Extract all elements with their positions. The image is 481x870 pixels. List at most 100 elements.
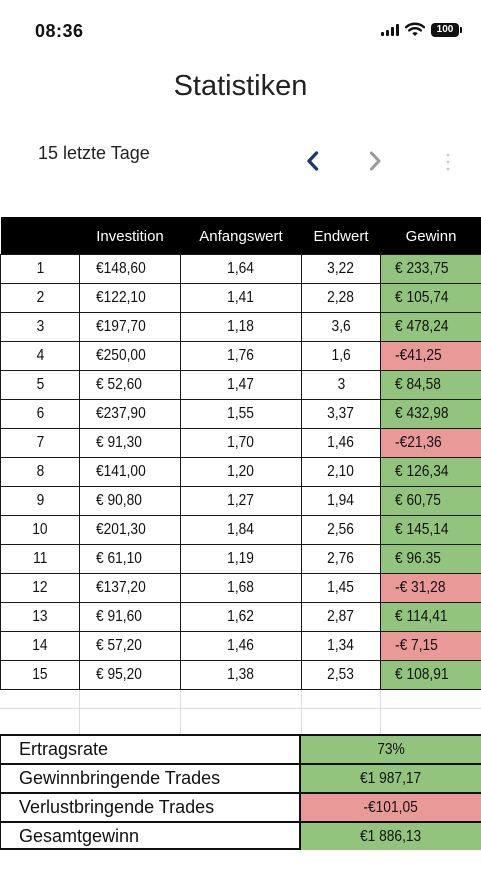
table-row[interactable]: 8 €141,00 1,20 2,10 € 126,34 bbox=[0, 456, 481, 487]
table-row[interactable]: 10 €201,30 1,84 2,56 € 145,14 bbox=[0, 514, 481, 545]
start-value-cell[interactable]: 1,55 bbox=[180, 398, 302, 429]
profit-cell[interactable]: € 60,75 bbox=[380, 485, 481, 516]
row-number-cell[interactable]: 7 bbox=[0, 427, 80, 458]
end-value-cell[interactable]: 1,6 bbox=[301, 340, 381, 371]
table-row[interactable]: 5 € 52,60 1,47 3 € 84,58 bbox=[0, 369, 481, 400]
end-value-cell[interactable]: 1,45 bbox=[301, 572, 381, 603]
profit-cell[interactable]: -€ 31,28 bbox=[380, 572, 481, 603]
investment-cell[interactable]: €137,20 bbox=[79, 572, 181, 603]
row-number-cell[interactable]: 1 bbox=[0, 253, 80, 284]
start-value-cell[interactable]: 1,47 bbox=[180, 369, 302, 400]
end-value-cell[interactable]: 2,76 bbox=[301, 543, 381, 574]
profit-cell[interactable]: € 84,58 bbox=[380, 369, 481, 400]
investment-cell[interactable]: € 52,60 bbox=[79, 369, 181, 400]
profit-cell[interactable]: € 432,98 bbox=[380, 398, 481, 429]
investment-cell[interactable]: €148,60 bbox=[79, 253, 181, 284]
row-number-cell[interactable]: 8 bbox=[0, 456, 80, 487]
profit-cell[interactable]: € 233,75 bbox=[380, 253, 481, 284]
start-value-cell[interactable]: 1,19 bbox=[180, 543, 302, 574]
start-value-cell[interactable]: 1,41 bbox=[180, 282, 302, 313]
table-row[interactable]: 11 € 61,10 1,19 2,76 € 96.35 bbox=[0, 543, 481, 574]
table-row[interactable]: 3 €197,70 1,18 3,6 € 478,24 bbox=[0, 311, 481, 342]
investment-cell[interactable]: € 61,10 bbox=[79, 543, 181, 574]
summary-value[interactable]: €1 886,13 bbox=[301, 823, 481, 850]
cell-text: 1,18 bbox=[227, 317, 255, 335]
start-value-cell[interactable]: 1,76 bbox=[180, 340, 302, 371]
table-row[interactable]: 1 €148,60 1,64 3,22 € 233,75 bbox=[0, 253, 481, 284]
end-value-cell[interactable]: 2,87 bbox=[301, 601, 381, 632]
profit-cell[interactable]: € 478,24 bbox=[380, 311, 481, 342]
investment-cell[interactable]: €122,10 bbox=[79, 282, 181, 313]
row-number-cell[interactable]: 3 bbox=[0, 311, 80, 342]
end-value-cell[interactable]: 2,53 bbox=[301, 659, 381, 690]
row-number-cell[interactable]: 2 bbox=[0, 282, 80, 313]
start-value-cell[interactable]: 1,70 bbox=[180, 427, 302, 458]
table-row[interactable]: 13 € 91,60 1,62 2,87 € 114,41 bbox=[0, 601, 481, 632]
start-value-cell[interactable]: 1,84 bbox=[180, 514, 302, 545]
profit-cell[interactable]: € 108,91 bbox=[380, 659, 481, 690]
row-number-cell[interactable]: 4 bbox=[0, 340, 80, 371]
summary-value[interactable]: €1 987,17 bbox=[301, 765, 481, 792]
investment-cell[interactable]: € 95,20 bbox=[79, 659, 181, 690]
row-number-cell[interactable]: 15 bbox=[0, 659, 80, 690]
start-value-cell[interactable]: 1,38 bbox=[180, 659, 302, 690]
profit-cell[interactable]: € 105,74 bbox=[380, 282, 481, 313]
table-row[interactable]: 6 €237,90 1,55 3,37 € 432,98 bbox=[0, 398, 481, 429]
start-value-cell[interactable]: 1,62 bbox=[180, 601, 302, 632]
table-row[interactable]: 7 € 91,30 1,70 1,46 -€21,36 bbox=[0, 427, 481, 458]
end-value-cell[interactable]: 1,46 bbox=[301, 427, 381, 458]
profit-cell[interactable]: € 114,41 bbox=[380, 601, 481, 632]
table-row[interactable]: 9 € 90,80 1,27 1,94 € 60,75 bbox=[0, 485, 481, 516]
table-row[interactable]: 12 €137,20 1,68 1,45 -€ 31,28 bbox=[0, 572, 481, 603]
row-number-cell[interactable]: 9 bbox=[0, 485, 80, 516]
profit-cell[interactable]: -€21,36 bbox=[380, 427, 481, 458]
row-number-cell[interactable]: 14 bbox=[0, 630, 80, 661]
summary-label: Gesamtgewinn bbox=[0, 823, 301, 850]
more-options-button[interactable] bbox=[440, 150, 456, 174]
table-row[interactable]: 15 € 95,20 1,38 2,53 € 108,91 bbox=[0, 659, 481, 690]
row-number-cell[interactable]: 12 bbox=[0, 572, 80, 603]
end-value-cell[interactable]: 3 bbox=[301, 369, 381, 400]
row-number-cell[interactable]: 10 bbox=[0, 514, 80, 545]
end-value-cell[interactable]: 1,34 bbox=[301, 630, 381, 661]
end-value-cell[interactable]: 2,56 bbox=[301, 514, 381, 545]
profit-cell[interactable]: € 126,34 bbox=[380, 456, 481, 487]
start-value-cell[interactable]: 1,27 bbox=[180, 485, 302, 516]
investment-cell[interactable]: €201,30 bbox=[79, 514, 181, 545]
table-row[interactable]: 4 €250,00 1,76 1,6 -€41,25 bbox=[0, 340, 481, 371]
investment-cell[interactable]: €141,00 bbox=[79, 456, 181, 487]
summary-value[interactable]: -€101,05 bbox=[301, 794, 481, 821]
start-value-cell[interactable]: 1,46 bbox=[180, 630, 302, 661]
start-value-cell[interactable]: 1,64 bbox=[180, 253, 302, 284]
end-value-cell[interactable]: 2,28 bbox=[301, 282, 381, 313]
investment-cell[interactable]: €197,70 bbox=[79, 311, 181, 342]
row-number-cell[interactable]: 5 bbox=[0, 369, 80, 400]
profit-cell[interactable]: -€41,25 bbox=[380, 340, 481, 371]
investment-cell[interactable]: € 91,60 bbox=[79, 601, 181, 632]
end-value-cell[interactable]: 2,10 bbox=[301, 456, 381, 487]
end-value-cell[interactable]: 3,37 bbox=[301, 398, 381, 429]
summary-value[interactable]: 73% bbox=[301, 736, 481, 763]
start-value-cell[interactable]: 1,68 bbox=[180, 572, 302, 603]
profit-cell[interactable]: -€ 7,15 bbox=[380, 630, 481, 661]
investment-cell[interactable]: € 57,20 bbox=[79, 630, 181, 661]
investment-cell[interactable]: € 91,30 bbox=[79, 427, 181, 458]
profit-cell[interactable]: € 145,14 bbox=[380, 514, 481, 545]
investment-cell[interactable]: €237,90 bbox=[79, 398, 181, 429]
row-number-cell[interactable]: 6 bbox=[0, 398, 80, 429]
end-value-cell[interactable]: 3,22 bbox=[301, 253, 381, 284]
start-value-cell[interactable]: 1,20 bbox=[180, 456, 302, 487]
investment-cell[interactable]: € 90,80 bbox=[79, 485, 181, 516]
row-number-cell[interactable]: 11 bbox=[0, 543, 80, 574]
investment-cell[interactable]: €250,00 bbox=[79, 340, 181, 371]
start-value-cell[interactable]: 1,18 bbox=[180, 311, 302, 342]
table-row[interactable]: 2 €122,10 1,41 2,28 € 105,74 bbox=[0, 282, 481, 313]
table-row[interactable]: 14 € 57,20 1,46 1,34 -€ 7,15 bbox=[0, 630, 481, 661]
profit-cell[interactable]: € 96.35 bbox=[380, 543, 481, 574]
row-number-cell[interactable]: 13 bbox=[0, 601, 80, 632]
cell-text: € 84,58 bbox=[395, 375, 441, 393]
next-period-button[interactable] bbox=[364, 148, 386, 174]
end-value-cell[interactable]: 3,6 bbox=[301, 311, 381, 342]
previous-period-button[interactable] bbox=[302, 148, 324, 174]
end-value-cell[interactable]: 1,94 bbox=[301, 485, 381, 516]
